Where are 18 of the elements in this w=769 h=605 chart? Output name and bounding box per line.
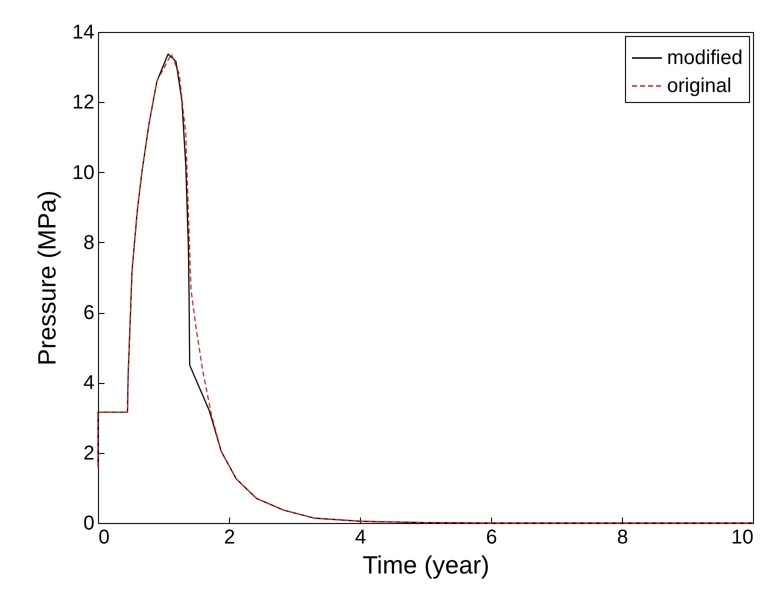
x-axis-title: Time (year) [362, 552, 490, 580]
legend-label: modified [667, 47, 743, 69]
y-tick-label: 10 [72, 162, 94, 184]
x-tick-label: 4 [354, 526, 366, 548]
y-tick-label: 8 [83, 232, 94, 254]
y-tick-label: 4 [83, 372, 94, 394]
x-tick-label: 2 [224, 526, 236, 548]
y-tick-label: 12 [72, 92, 94, 114]
x-tick-label: 0 [98, 526, 110, 548]
y-tick-label: 14 [72, 22, 94, 44]
y-tick-label: 6 [83, 302, 94, 324]
x-tick-label: 8 [616, 526, 628, 548]
x-tick-label: 10 [731, 526, 754, 548]
x-tick-label: 6 [486, 526, 498, 548]
legend-label: original [667, 75, 732, 97]
y-tick-label: 0 [83, 512, 94, 534]
y-axis-title: Pressure (MPa) [33, 190, 62, 366]
y-tick-label: 2 [83, 442, 94, 464]
